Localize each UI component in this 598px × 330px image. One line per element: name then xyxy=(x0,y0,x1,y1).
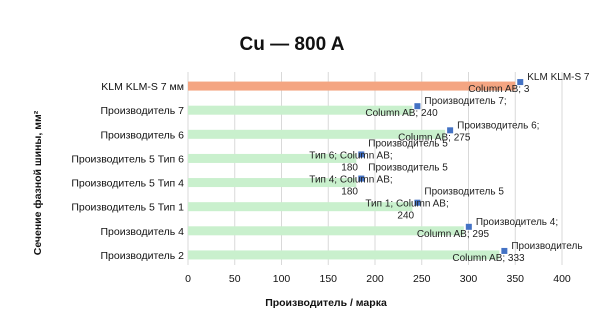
data-label: Производитель 7; Column AB; 240 xyxy=(365,96,506,119)
data-marker xyxy=(358,151,365,158)
y-tick-label: Производитель 7 xyxy=(100,105,184,117)
x-tick-labels: 0 50 100 150 200 250 300 350 400 xyxy=(185,273,571,285)
x-tick-label: 350 xyxy=(506,273,524,285)
data-label: KLM KLM-S 7 Column AB; 3 xyxy=(468,72,590,95)
bar xyxy=(188,178,357,188)
x-tick-label: 400 xyxy=(553,273,571,285)
y-tick-label: Производитель 5 Тип 6 xyxy=(71,153,184,165)
x-tick-label: 200 xyxy=(366,273,384,285)
data-marker xyxy=(465,223,472,230)
data-label: Производитель 5 Тип 1; Column AB; 240 xyxy=(365,187,504,222)
bar xyxy=(188,153,357,163)
y-tick-labels: KLM KLM-S 7 мм Производитель 7 Производите… xyxy=(71,81,184,262)
data-label: Производитель 5 Тип 6; Column AB; 180 xyxy=(309,138,448,173)
bars xyxy=(188,81,516,260)
x-tick-label: 250 xyxy=(413,273,431,285)
data-marker xyxy=(447,127,454,134)
data-marker xyxy=(501,247,508,254)
bar xyxy=(188,250,500,260)
x-tick-label: 300 xyxy=(460,273,478,285)
data-marker xyxy=(414,103,421,110)
y-axis-title: Сечение фазной шины, мм² xyxy=(32,110,44,255)
x-axis-title: Производитель / марка xyxy=(265,297,387,309)
data-marker xyxy=(517,79,524,86)
x-tick-label: 0 xyxy=(185,273,191,285)
x-tick-label: 100 xyxy=(273,273,291,285)
chart-title: Cu — 800 A xyxy=(240,34,345,55)
y-tick-label: KLM KLM-S 7 мм xyxy=(101,81,184,93)
data-label: Производитель 5 Тип 4; Column AB; 180 xyxy=(309,163,448,198)
y-tick-label: Производитель 6 xyxy=(100,129,184,141)
x-tick-label: 150 xyxy=(319,273,337,285)
bar xyxy=(188,202,413,212)
bar xyxy=(188,81,516,91)
grid-lines xyxy=(187,72,563,265)
y-tick-label: Производитель 5 Тип 4 xyxy=(71,178,184,190)
y-tick-label: Производитель 2 xyxy=(100,250,184,262)
y-tick-label: Производитель 5 Тип 1 xyxy=(71,202,184,214)
data-marker xyxy=(358,175,365,182)
bar xyxy=(188,129,446,139)
data-label: Производитель 4; Column AB; 295 xyxy=(417,217,558,240)
data-markers xyxy=(358,79,524,254)
data-marker xyxy=(414,199,421,206)
data-label: Производитель Column AB; 333 xyxy=(452,241,582,264)
data-label: Производитель 6; Column AB; 275 xyxy=(398,120,539,143)
y-tick-label: Производитель 4 xyxy=(100,226,184,238)
bar xyxy=(188,226,464,236)
bar xyxy=(188,105,413,115)
x-tick-label: 50 xyxy=(229,273,241,285)
